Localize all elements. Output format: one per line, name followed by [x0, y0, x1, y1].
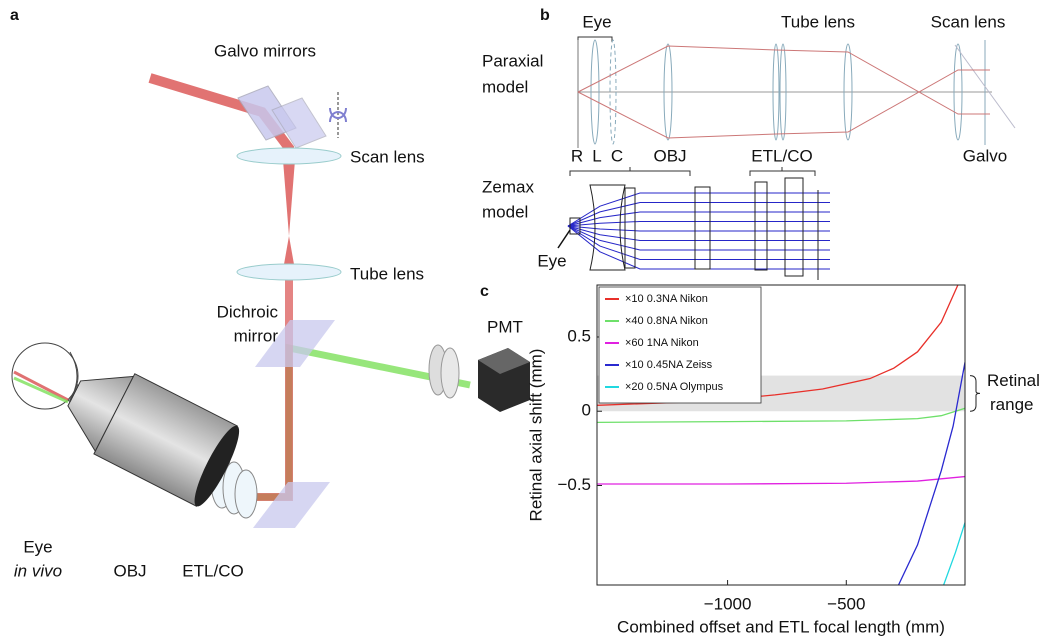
figure: a Galvo mirrors Scan lens Tube lens Dich… [0, 0, 1054, 641]
ray [568, 222, 830, 227]
ray [578, 70, 990, 138]
label: model [482, 202, 528, 221]
line [597, 477, 965, 484]
label: PMT [487, 317, 523, 336]
label: mirror [234, 326, 279, 345]
label: Zemax [482, 177, 534, 196]
legend-label: ×10 0.3NA Nikon [625, 293, 708, 305]
ray [578, 46, 990, 114]
y-axis-label: Retinal axial shift (mm) [526, 349, 545, 522]
rays [568, 193, 830, 269]
label: in vivo [14, 561, 62, 580]
lens [237, 148, 341, 164]
label: ETL/CO [751, 146, 812, 165]
label: Tube lens [781, 12, 855, 31]
ray [568, 226, 830, 231]
shape [755, 182, 767, 270]
legend-label: ×60 1NA Nikon [625, 337, 699, 349]
body: { "panel_a": { "label": "a", "galvo": "G… [0, 0, 1054, 641]
x-tick-label: −500 [827, 594, 865, 613]
line [944, 523, 965, 585]
lens [441, 348, 459, 398]
annotation: Retinal [987, 371, 1040, 390]
red-beam [283, 160, 295, 236]
bracket [970, 376, 980, 412]
label: C [611, 146, 623, 165]
label: R [571, 146, 583, 165]
label: Scan lens [350, 147, 425, 166]
label: Scan lens [931, 12, 1006, 31]
panel-label: c [480, 283, 489, 300]
panel-label: b [540, 7, 550, 24]
ray [568, 226, 830, 269]
label: Eye [582, 12, 611, 31]
label: Galvo [963, 146, 1007, 165]
bracket [570, 167, 690, 176]
label: ETL/CO [182, 561, 243, 580]
legend-label: ×20 0.5NA Olympus [625, 381, 724, 393]
y-tick-label: 0 [582, 401, 591, 420]
ray [568, 212, 830, 226]
arrow [558, 230, 570, 248]
legend-label: ×40 0.8NA Nikon [625, 315, 708, 327]
label: OBJ [113, 561, 146, 580]
label: Eye [23, 537, 52, 556]
label: L [592, 146, 601, 165]
label: Galvo mirrors [214, 41, 316, 60]
x-tick-label: −1000 [704, 594, 752, 613]
ray [568, 226, 830, 241]
legend-label: ×10 0.45NA Zeiss [625, 359, 713, 371]
label: model [482, 77, 528, 96]
annotation: range [990, 395, 1033, 414]
label: Eye [537, 251, 566, 270]
label: Paraxial [482, 51, 543, 70]
x-axis-label: Combined offset and ETL focal length (mm… [617, 617, 945, 636]
label: OBJ [653, 146, 686, 165]
y-tick-label: −0.5 [557, 475, 591, 494]
bracket [750, 167, 815, 176]
lens [235, 470, 257, 518]
page: Figure html, body { margin: 0; padding: … [0, 0, 1054, 641]
shape [695, 187, 710, 269]
label: Tube lens [350, 264, 424, 283]
panel-label: a [10, 7, 19, 24]
shape [590, 185, 625, 270]
mirror [253, 482, 330, 528]
lens [237, 264, 341, 280]
y-tick-label: 0.5 [567, 326, 591, 345]
label: Dichroic [217, 302, 279, 321]
